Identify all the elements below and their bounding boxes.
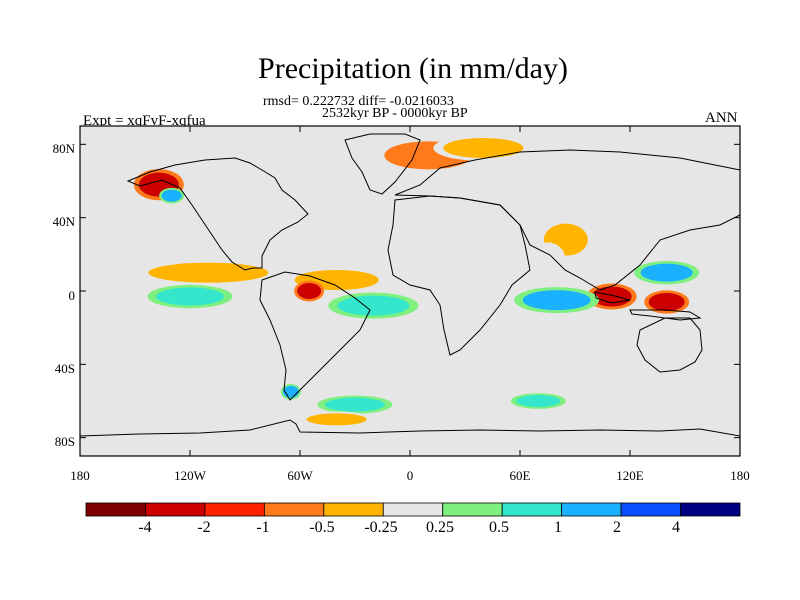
coastline-australia bbox=[636, 317, 703, 373]
anomaly-new-guinea bbox=[648, 293, 685, 311]
colorbar-swatch bbox=[680, 502, 741, 517]
colorbar-label: 0.5 bbox=[489, 519, 509, 536]
colorbar-label: -2 bbox=[197, 519, 211, 536]
y-tick-label: 0 bbox=[68, 288, 76, 303]
colorbar-swatch bbox=[442, 502, 503, 517]
x-tick-label: 120W bbox=[174, 468, 206, 483]
experiment-label: Expt = xqFvF-xqfua bbox=[83, 113, 206, 129]
anomaly-india bbox=[533, 246, 562, 270]
x-tick-label: 0 bbox=[406, 468, 414, 483]
anomaly-indian-ocean bbox=[522, 290, 591, 311]
season-label: ANN bbox=[705, 110, 738, 126]
y-tick-label: 80S bbox=[54, 434, 75, 449]
colorbar-swatch bbox=[501, 502, 563, 517]
colorbar-swatch bbox=[263, 502, 325, 517]
coastline-antarctica bbox=[80, 419, 740, 437]
anomaly-west-pacific bbox=[640, 263, 693, 282]
x-tick-label: 60W bbox=[287, 468, 313, 483]
x-tick-label: 180 bbox=[730, 468, 750, 483]
anomaly-east-pacific-itcz bbox=[148, 262, 269, 283]
colorbar-label: 2 bbox=[613, 519, 621, 536]
coastline-south-america bbox=[259, 271, 371, 401]
anomaly-amazon-east bbox=[297, 283, 322, 299]
anomaly-east-pacific-south bbox=[156, 287, 224, 306]
colorbar-label: 0.25 bbox=[426, 519, 454, 536]
anomaly-nw-america-coast bbox=[161, 189, 182, 202]
colorbar-label: -4 bbox=[138, 519, 152, 536]
y-tick-label: 80N bbox=[52, 141, 75, 156]
period-label: 2532kyr BP - 0000kyr BP bbox=[322, 106, 468, 121]
colorbar-swatch bbox=[145, 502, 206, 517]
x-tick-label: 60E bbox=[509, 468, 531, 483]
anomaly-southern-ocean-indian bbox=[516, 395, 561, 407]
coastline-eurasia bbox=[394, 149, 740, 291]
anomaly-southern-ocean-atlantic bbox=[325, 397, 385, 412]
y-tick-label: 40N bbox=[52, 214, 75, 229]
colorbar-swatch bbox=[85, 502, 146, 517]
colorbar-label: 4 bbox=[672, 519, 680, 536]
colorbar-swatch bbox=[382, 502, 444, 517]
colorbar-label: 1 bbox=[554, 519, 562, 536]
colorbar-swatch bbox=[323, 502, 384, 517]
anomaly-south-atlantic bbox=[337, 295, 410, 316]
colorbar-label: -0.25 bbox=[364, 519, 398, 536]
map-title: Precipitation (in mm/day) bbox=[258, 52, 568, 85]
colorbar-swatch bbox=[561, 502, 622, 517]
x-tick-label: 180 bbox=[70, 468, 90, 483]
colorbar-label: -0.5 bbox=[309, 519, 335, 536]
colorbar-label: -1 bbox=[256, 519, 270, 536]
y-tick-label: 40S bbox=[54, 361, 75, 376]
stats-line: rmsd= 0.222732 diff= -0.0216033 bbox=[263, 94, 454, 109]
coastline-greenland bbox=[344, 133, 421, 195]
x-tick-label: 120E bbox=[616, 468, 644, 483]
colorbar-swatch bbox=[620, 502, 681, 517]
coastline-maritime-continent bbox=[594, 291, 702, 321]
anomaly-arctic-siberia bbox=[443, 138, 524, 158]
coastline-north-america bbox=[126, 157, 309, 271]
colorbar-swatch bbox=[204, 502, 265, 517]
anomaly-antarctic-coast bbox=[306, 413, 367, 426]
